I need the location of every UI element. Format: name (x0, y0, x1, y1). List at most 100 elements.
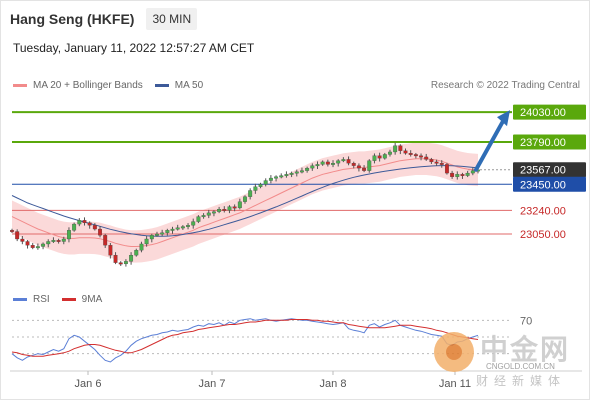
rsi-legend: RSI 9MA (13, 294, 114, 305)
candle-body (175, 227, 180, 230)
candle-body (279, 175, 284, 178)
legend-label-ma50: MA 50 (174, 80, 204, 91)
candle-body (263, 180, 268, 185)
candle-body (82, 220, 87, 223)
candle-body (274, 176, 279, 179)
candle-body (268, 177, 273, 181)
candle-body (35, 246, 40, 249)
x-tick-label: Jan 7 (199, 378, 226, 390)
candle-body (346, 159, 351, 164)
candle-body (129, 255, 134, 262)
candle-body (92, 225, 97, 230)
legend-item-ma50: MA 50 (154, 80, 204, 91)
projection-arrow (474, 119, 505, 172)
candle-body (393, 145, 398, 153)
candle-body (305, 167, 310, 171)
candle-body (424, 156, 429, 160)
legend-item-rsi: RSI (13, 294, 50, 305)
level-label-box (513, 104, 586, 120)
candle-body (165, 230, 170, 233)
legend-swatch-ma9 (61, 298, 76, 301)
candle-body (331, 162, 335, 165)
candle-body (253, 186, 258, 191)
candle-body (315, 164, 320, 167)
chart-title: Hang Seng (HKFE) (10, 11, 135, 27)
research-credit: Research © 2022 Trading Central (430, 80, 580, 91)
legend-item-ma20-bollinger: MA 20 + Bollinger Bands (13, 80, 143, 91)
candle-body (450, 172, 455, 177)
candle-body (382, 154, 387, 159)
candle-body (403, 150, 408, 154)
candle-body (61, 238, 66, 242)
candle-body (300, 170, 304, 173)
candle-body (455, 174, 460, 177)
candle-body (217, 209, 222, 212)
level-label-support: 23450.00 (520, 179, 566, 191)
candle-body (398, 145, 403, 151)
candle-body (336, 160, 341, 164)
candle-body (413, 154, 418, 157)
candle-body (289, 172, 294, 175)
candle-body (72, 223, 77, 231)
candle-body (341, 159, 346, 162)
candle-body (20, 238, 25, 242)
candle-body (367, 160, 372, 171)
candle-body (113, 255, 118, 263)
level-label-minor_support: 23240.00 (520, 205, 566, 217)
candle-body (196, 216, 201, 222)
legend-swatch-rsi (13, 298, 27, 301)
candle-body (123, 261, 128, 265)
candle-body (191, 221, 196, 226)
candle-body (139, 243, 144, 251)
candle-body (434, 161, 439, 164)
candle-body (258, 184, 263, 187)
candle-body (232, 206, 237, 209)
candle-body (134, 250, 139, 256)
candle-body (465, 172, 470, 176)
candle-body (237, 201, 242, 209)
candle-body (201, 215, 206, 218)
projection-arrowhead (497, 110, 510, 127)
candle-body (149, 235, 154, 240)
candle-body (294, 171, 299, 174)
candle-body (98, 228, 102, 236)
candle-body (77, 220, 82, 225)
legend-swatch-ma50 (154, 84, 169, 87)
x-tick-label: Jan 6 (75, 378, 102, 390)
legend-label-ma9: 9MA (81, 294, 103, 305)
candle-body (15, 231, 20, 240)
legend-label-ma20: MA 20 + Bollinger Bands (33, 80, 143, 91)
candle-body (41, 243, 46, 247)
candle-body (470, 170, 475, 174)
candle-body (67, 230, 71, 240)
candle-body (144, 238, 149, 245)
x-tick-label: Jan 8 (320, 378, 347, 390)
ma20-line (11, 158, 479, 247)
candle-body (118, 262, 123, 265)
candle-body (372, 155, 377, 161)
candle-body (320, 161, 325, 165)
price-legend: MA 20 + Bollinger Bands MA 50 (13, 80, 215, 91)
candle-body (46, 241, 51, 245)
candle-body (444, 164, 449, 174)
candle-body (155, 233, 159, 236)
candle-body (377, 155, 382, 159)
candle-body (227, 206, 232, 211)
level-label-resistance: 24030.00 (520, 107, 566, 119)
candle-body (108, 245, 113, 256)
level-label-current: 23567.00 (520, 165, 566, 177)
candle-body (160, 232, 165, 235)
level-label-box (513, 162, 586, 178)
candle-body (87, 222, 92, 226)
candle-body (310, 165, 315, 169)
candle-body (186, 225, 190, 227)
candle-body (439, 162, 444, 165)
level-label-minor_support: 23050.00 (520, 229, 566, 241)
timeframe-button[interactable]: 30 MIN (146, 8, 198, 30)
candle-body (206, 212, 211, 216)
x-tick-label: Jan 11 (439, 378, 471, 390)
candle-body (30, 245, 35, 248)
legend-label-rsi: RSI (33, 294, 50, 305)
candle-body (388, 151, 392, 155)
